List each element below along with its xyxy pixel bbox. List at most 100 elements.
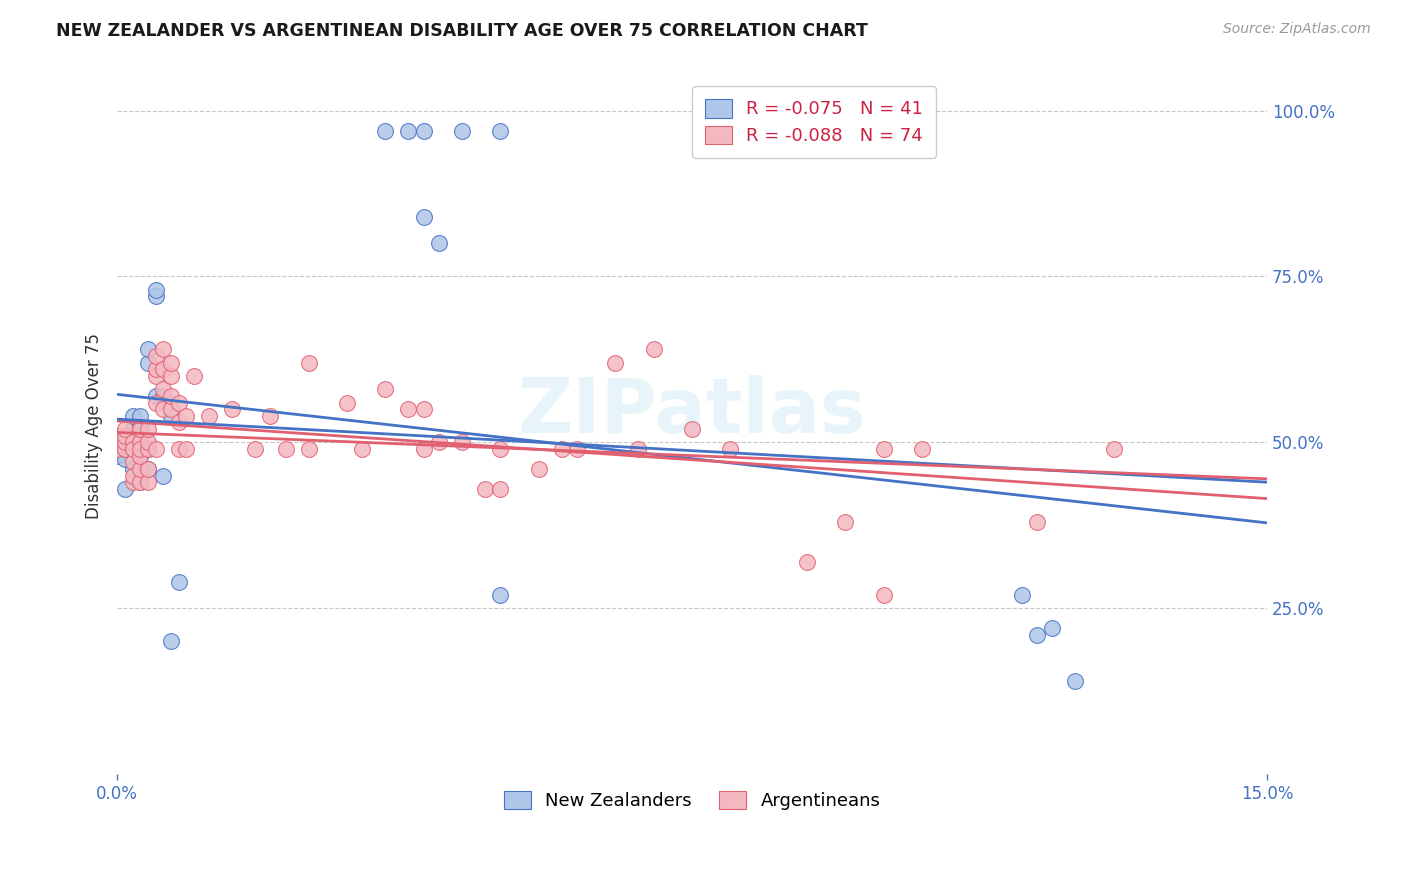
Point — [374, 123, 396, 137]
Point — [451, 123, 474, 137]
Point — [136, 442, 159, 456]
Point — [152, 402, 174, 417]
Point — [121, 462, 143, 476]
Point — [136, 475, 159, 490]
Point — [834, 515, 856, 529]
Point — [427, 435, 450, 450]
Point — [352, 442, 374, 456]
Point — [451, 435, 474, 450]
Text: Source: ZipAtlas.com: Source: ZipAtlas.com — [1223, 22, 1371, 37]
Point — [129, 435, 152, 450]
Point — [551, 442, 574, 456]
Point — [114, 452, 136, 467]
Point — [398, 402, 420, 417]
Point — [152, 468, 174, 483]
Point — [412, 210, 434, 224]
Point — [145, 389, 167, 403]
Point — [136, 422, 159, 436]
Point — [872, 588, 894, 602]
Point — [1040, 621, 1063, 635]
Point — [129, 449, 152, 463]
Point — [1026, 515, 1049, 529]
Point — [298, 356, 321, 370]
Point — [121, 468, 143, 483]
Point — [160, 402, 183, 417]
Point — [167, 574, 190, 589]
Point — [911, 442, 934, 456]
Point — [152, 362, 174, 376]
Point — [398, 123, 420, 137]
Point — [114, 428, 136, 442]
Point — [105, 449, 128, 463]
Point — [121, 442, 143, 456]
Point — [129, 475, 152, 490]
Text: NEW ZEALANDER VS ARGENTINEAN DISABILITY AGE OVER 75 CORRELATION CHART: NEW ZEALANDER VS ARGENTINEAN DISABILITY … — [56, 22, 868, 40]
Text: ZIPatlas: ZIPatlas — [517, 375, 866, 449]
Point — [489, 588, 512, 602]
Point — [565, 442, 588, 456]
Point — [174, 409, 197, 423]
Point — [167, 395, 190, 409]
Point — [718, 442, 741, 456]
Point — [145, 442, 167, 456]
Point — [136, 435, 159, 450]
Point — [183, 369, 205, 384]
Point — [298, 442, 321, 456]
Point — [105, 442, 128, 456]
Point — [160, 369, 183, 384]
Point — [129, 462, 152, 476]
Point — [136, 462, 159, 476]
Point — [489, 442, 512, 456]
Point — [796, 555, 818, 569]
Point — [121, 442, 143, 456]
Point — [198, 409, 221, 423]
Point — [145, 362, 167, 376]
Point — [427, 236, 450, 251]
Point — [129, 442, 152, 456]
Point — [1064, 674, 1087, 689]
Point — [160, 634, 183, 648]
Point — [605, 356, 627, 370]
Point — [145, 283, 167, 297]
Point — [374, 382, 396, 396]
Point — [160, 356, 183, 370]
Point — [136, 356, 159, 370]
Legend: New Zealanders, Argentineans: New Zealanders, Argentineans — [489, 776, 894, 824]
Point — [259, 409, 281, 423]
Point — [105, 442, 128, 456]
Point — [121, 422, 143, 436]
Point — [129, 449, 152, 463]
Point — [129, 422, 152, 436]
Point — [129, 422, 152, 436]
Point — [152, 389, 174, 403]
Point — [160, 409, 183, 423]
Point — [627, 442, 650, 456]
Point — [121, 455, 143, 469]
Point — [489, 482, 512, 496]
Point — [145, 349, 167, 363]
Point — [174, 442, 197, 456]
Point — [474, 482, 496, 496]
Point — [129, 475, 152, 490]
Point — [121, 409, 143, 423]
Point — [121, 475, 143, 490]
Point — [114, 422, 136, 436]
Point — [152, 343, 174, 357]
Point — [1026, 628, 1049, 642]
Point — [412, 402, 434, 417]
Point — [129, 435, 152, 450]
Point — [160, 389, 183, 403]
Point — [336, 395, 359, 409]
Point — [152, 382, 174, 396]
Point — [136, 442, 159, 456]
Point — [527, 462, 550, 476]
Point — [489, 123, 512, 137]
Point — [145, 289, 167, 303]
Point — [243, 442, 266, 456]
Point — [412, 442, 434, 456]
Point — [412, 123, 434, 137]
Point — [136, 343, 159, 357]
Y-axis label: Disability Age Over 75: Disability Age Over 75 — [86, 333, 103, 519]
Point — [274, 442, 297, 456]
Point — [114, 435, 136, 450]
